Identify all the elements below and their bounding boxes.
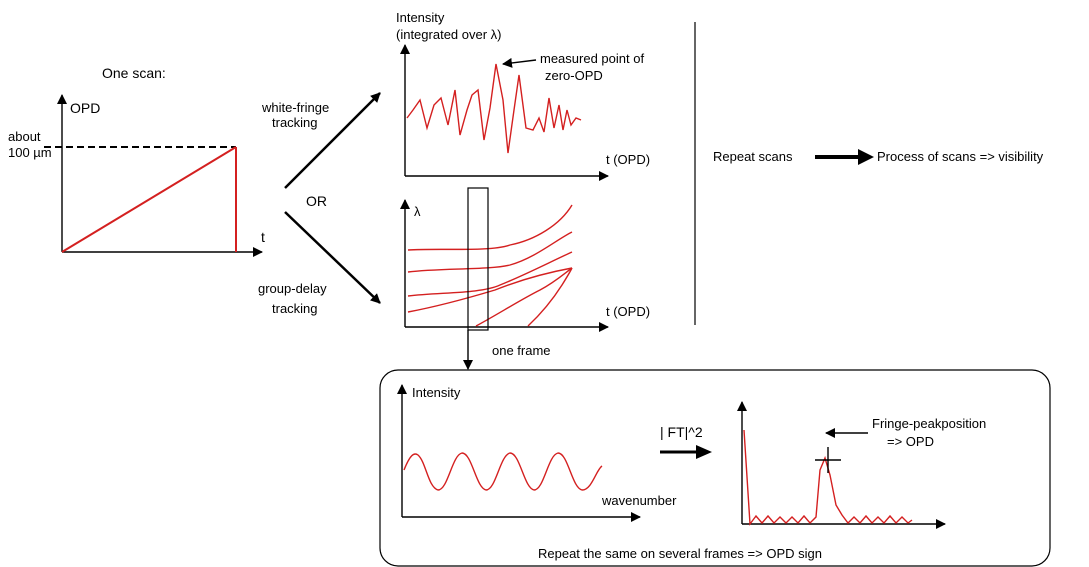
wf-annotation-1: measured point of: [540, 51, 644, 66]
frame-analysis-box: Intensity wavenumber | FT|^2 Fringe-peak…: [379, 369, 1051, 567]
branch-bottom-label-1: group-delay: [258, 281, 327, 296]
branch-arrow-top: [284, 92, 381, 189]
ft-label: | FT|^2: [660, 424, 703, 440]
wf-y-label-2: (integrated over λ): [396, 27, 502, 42]
frame-intensity-label: Intensity: [412, 385, 461, 400]
scan-title: One scan:: [102, 65, 166, 81]
frame-box-border: [379, 369, 1051, 567]
frame-wavenumber-label: wavenumber: [601, 493, 677, 508]
branch-or-label: OR: [306, 193, 327, 209]
frame-fringe-wave: [403, 452, 603, 491]
peak-label-1: Fringe-peakposition: [872, 416, 986, 431]
branch-top-label-1: white-fringe: [261, 100, 329, 115]
wf-annotation-2: zero-OPD: [545, 68, 603, 83]
wf-annotation-arrow: [502, 57, 537, 68]
scan-max-label-2: 100 µm: [8, 145, 52, 160]
wf-x-label: t (OPD): [606, 152, 650, 167]
scan-panel: One scan: OPD t about 100 µm: [8, 65, 265, 257]
frame-footer: Repeat the same on several frames => OPD…: [538, 546, 822, 561]
branch-bottom-label-2: tracking: [272, 301, 318, 316]
gd-y-label: λ: [414, 204, 421, 219]
wf-y-label-1: Intensity: [396, 10, 445, 25]
gd-fringe-curve-3: [407, 251, 573, 297]
repeat-scans-label: Repeat scans: [713, 149, 793, 164]
branch-arrows: white-fringe tracking OR group-delay tra…: [258, 92, 381, 316]
branch-top-label-2: tracking: [272, 115, 318, 130]
scan-ramp-line: [61, 146, 237, 253]
repeat-arrow-head: [858, 149, 874, 165]
gd-fringe-curve-2: [407, 231, 573, 273]
gd-x-label: t (OPD): [606, 304, 650, 319]
peak-label-2: => OPD: [887, 434, 934, 449]
gd-frame-rectangle: [467, 187, 489, 331]
scan-max-label-1: about: [8, 129, 41, 144]
right-flow: Repeat scans Process of scans => visibil…: [713, 149, 1044, 165]
process-label: Process of scans => visibility: [877, 149, 1044, 164]
group-delay-chart: λ t (OPD) one frame: [400, 187, 650, 370]
branch-arrow-bottom: [284, 211, 381, 304]
gd-frame-label: one frame: [492, 343, 551, 358]
gd-fringe-curve-4: [407, 267, 573, 313]
white-fringe-chart: Intensity (integrated over λ) t (OPD) me…: [396, 10, 650, 181]
scan-x-axis-label: t: [261, 229, 265, 245]
gd-fringe-curve-5: [475, 267, 573, 327]
wf-intensity-signal: [406, 63, 582, 154]
gd-fringe-curve-6: [527, 267, 573, 327]
gd-fringe-curve-1: [407, 204, 573, 251]
ft-arrow-head: [696, 445, 712, 459]
scan-y-axis-label: OPD: [70, 100, 100, 116]
